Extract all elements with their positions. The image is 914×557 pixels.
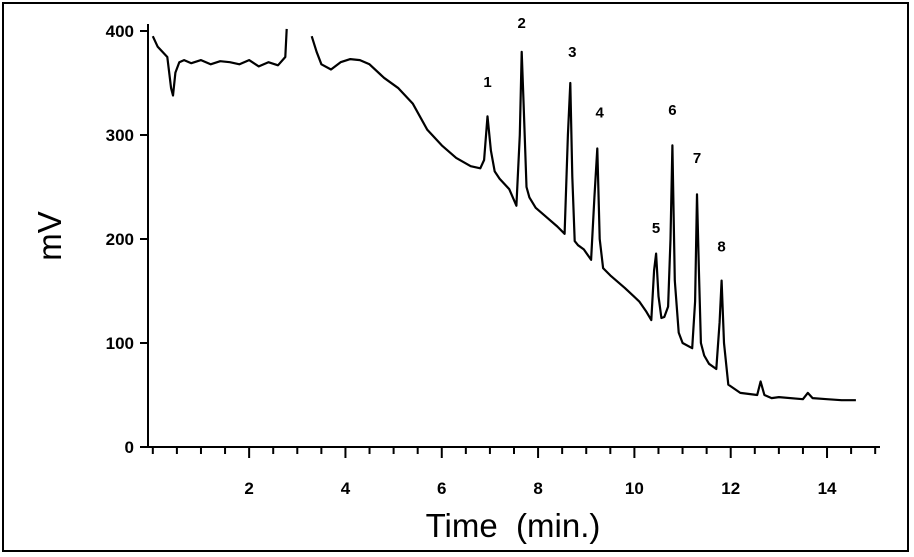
y-tick-label: 200 [106,230,134,249]
x-tick-label: 14 [818,479,837,498]
peak-label: 6 [668,102,676,119]
peak-label: 7 [693,150,701,167]
y-tick-label: 100 [106,334,134,353]
peak-label: 2 [518,15,526,32]
series-line-segment [151,28,288,97]
x-tick-label: 8 [533,479,542,498]
x-tick-label: 6 [437,479,446,498]
series-group [151,28,856,402]
x-tick-label: 2 [244,479,253,498]
peak-label: 3 [568,44,576,61]
peak-label: 8 [717,238,725,255]
peak-label: 5 [652,220,660,237]
y-tick-label: 0 [125,438,134,457]
series-line-segment [310,35,856,402]
axis-ticks [140,30,877,458]
chart-frame [2,2,909,552]
x-axis-title: Time (min.) [426,507,601,544]
peak-label: 1 [483,74,491,91]
y-tick-label: 400 [106,22,134,41]
y-axis-title: mV [31,211,68,261]
peak-label: 4 [596,104,605,121]
x-tick-label: 12 [721,479,740,498]
peak-annotations: 1 2 3 4 5 6 7 8 [483,15,725,256]
x-tick-label: 4 [341,479,351,498]
x-tick-label: 10 [625,479,644,498]
y-tick-label: 300 [106,126,134,145]
